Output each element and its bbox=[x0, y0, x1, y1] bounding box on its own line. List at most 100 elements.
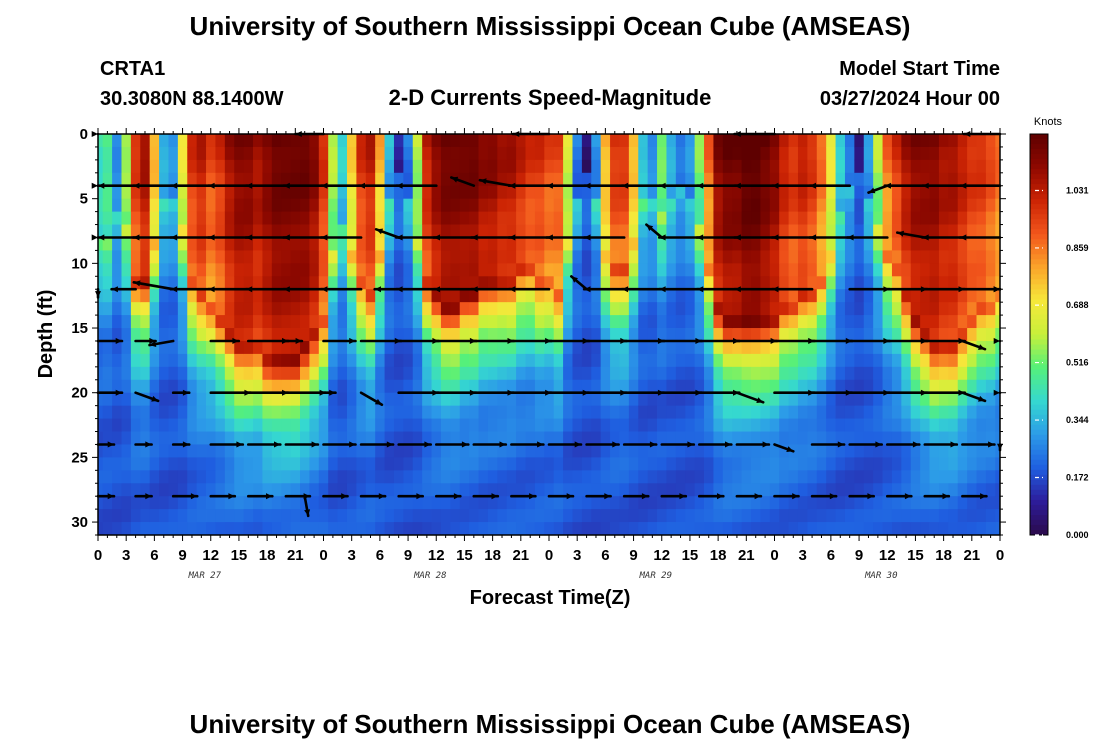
heatmap-cell bbox=[262, 289, 273, 303]
heatmap-cell bbox=[337, 263, 348, 277]
heatmap-cell bbox=[234, 237, 245, 251]
heatmap-cell bbox=[121, 146, 132, 161]
heatmap-cell bbox=[478, 237, 489, 251]
speed-heatmap bbox=[98, 134, 1001, 536]
heatmap-cell bbox=[873, 353, 883, 368]
heatmap-cell bbox=[647, 509, 658, 523]
heatmap-cell bbox=[243, 496, 254, 510]
heatmap-cell bbox=[647, 366, 658, 381]
heatmap-cell bbox=[844, 470, 855, 484]
heatmap-cell bbox=[788, 250, 799, 264]
heatmap-cell bbox=[619, 250, 630, 264]
heatmap-cell bbox=[328, 250, 338, 264]
heatmap-cell bbox=[779, 263, 789, 277]
heatmap-cell bbox=[393, 302, 404, 316]
heatmap-cell bbox=[159, 496, 169, 510]
heatmap-cell bbox=[882, 431, 893, 445]
heatmap-cell bbox=[356, 302, 367, 316]
heatmap-cell bbox=[985, 302, 996, 316]
heatmap-cell bbox=[337, 392, 348, 407]
heatmap-cell bbox=[149, 159, 160, 174]
heatmap-cell bbox=[412, 276, 423, 290]
heatmap-cell bbox=[816, 444, 827, 458]
current-vector bbox=[359, 493, 387, 500]
heatmap-cell bbox=[469, 405, 479, 419]
heatmap-cell bbox=[732, 198, 743, 213]
heatmap-cell bbox=[741, 198, 752, 213]
heatmap-cell bbox=[393, 444, 404, 458]
heatmap-cell bbox=[356, 379, 367, 394]
heatmap-cell bbox=[751, 431, 761, 445]
heatmap-cell bbox=[159, 198, 169, 213]
heatmap-cell bbox=[177, 444, 188, 458]
heatmap-cell bbox=[98, 353, 104, 368]
heatmap-cell bbox=[628, 522, 639, 536]
heatmap-cell bbox=[365, 457, 376, 471]
heatmap-cell bbox=[863, 134, 874, 148]
heatmap-cell bbox=[666, 276, 677, 290]
current-vector bbox=[96, 182, 137, 189]
heatmap-cell bbox=[506, 483, 517, 497]
heatmap-cell bbox=[121, 315, 132, 329]
heatmap-cell bbox=[920, 431, 930, 445]
heatmap-cell bbox=[779, 366, 789, 381]
heatmap-cell bbox=[713, 134, 724, 148]
heatmap-cell bbox=[206, 379, 216, 394]
heatmap-cell bbox=[844, 418, 855, 432]
heatmap-cell bbox=[403, 366, 414, 381]
heatmap-cell bbox=[450, 224, 461, 238]
heatmap-cell bbox=[130, 250, 141, 264]
heatmap-cell bbox=[920, 276, 930, 290]
heatmap-cell bbox=[215, 185, 226, 200]
heatmap-cell bbox=[365, 224, 376, 238]
heatmap-cell bbox=[187, 353, 198, 368]
heatmap-cell bbox=[666, 237, 677, 251]
heatmap-cell bbox=[403, 405, 414, 419]
heatmap-cell bbox=[534, 405, 545, 419]
heatmap-cell bbox=[863, 263, 874, 277]
heatmap-cell bbox=[356, 172, 367, 187]
heatmap-cell bbox=[281, 457, 292, 471]
heatmap-cell bbox=[365, 198, 376, 213]
heatmap-cell bbox=[685, 353, 696, 368]
heatmap-cell bbox=[346, 328, 357, 342]
heatmap-cell bbox=[215, 276, 226, 290]
heatmap-cell bbox=[929, 328, 940, 342]
heatmap-cell bbox=[779, 224, 789, 238]
heatmap-cell bbox=[544, 237, 555, 251]
heatmap-cell bbox=[704, 146, 714, 161]
heatmap-cell bbox=[929, 353, 940, 368]
heatmap-cell bbox=[863, 353, 874, 368]
heatmap-cell bbox=[807, 340, 818, 355]
heatmap-cell bbox=[422, 146, 432, 161]
heatmap-cell bbox=[704, 185, 714, 200]
heatmap-cell bbox=[901, 276, 912, 290]
heatmap-cell bbox=[290, 366, 301, 381]
heatmap-cell bbox=[290, 483, 301, 497]
heatmap-cell bbox=[694, 392, 705, 407]
heatmap-cell bbox=[741, 444, 752, 458]
heatmap-cell bbox=[600, 366, 611, 381]
heatmap-cell bbox=[478, 522, 489, 536]
heatmap-cell bbox=[920, 159, 930, 174]
heatmap-cell bbox=[685, 302, 696, 316]
heatmap-cell bbox=[647, 185, 658, 200]
heatmap-cell bbox=[572, 198, 583, 213]
colorbar-segment bbox=[1030, 424, 1048, 431]
heatmap-cell bbox=[751, 366, 761, 381]
heatmap-cell bbox=[657, 340, 667, 355]
heatmap-cell bbox=[816, 509, 827, 523]
heatmap-cell bbox=[487, 392, 498, 407]
heatmap-cell bbox=[422, 302, 432, 316]
heatmap-cell bbox=[412, 328, 423, 342]
heatmap-cell bbox=[159, 302, 169, 316]
heatmap-cell bbox=[121, 302, 132, 316]
heatmap-cell bbox=[393, 366, 404, 381]
heatmap-cell bbox=[98, 134, 104, 148]
heatmap-cell bbox=[365, 431, 376, 445]
heatmap-cell bbox=[149, 418, 160, 432]
heatmap-cell bbox=[910, 418, 921, 432]
heatmap-cell bbox=[891, 328, 902, 342]
heatmap-cell bbox=[98, 444, 104, 458]
heatmap-cell bbox=[788, 509, 799, 523]
